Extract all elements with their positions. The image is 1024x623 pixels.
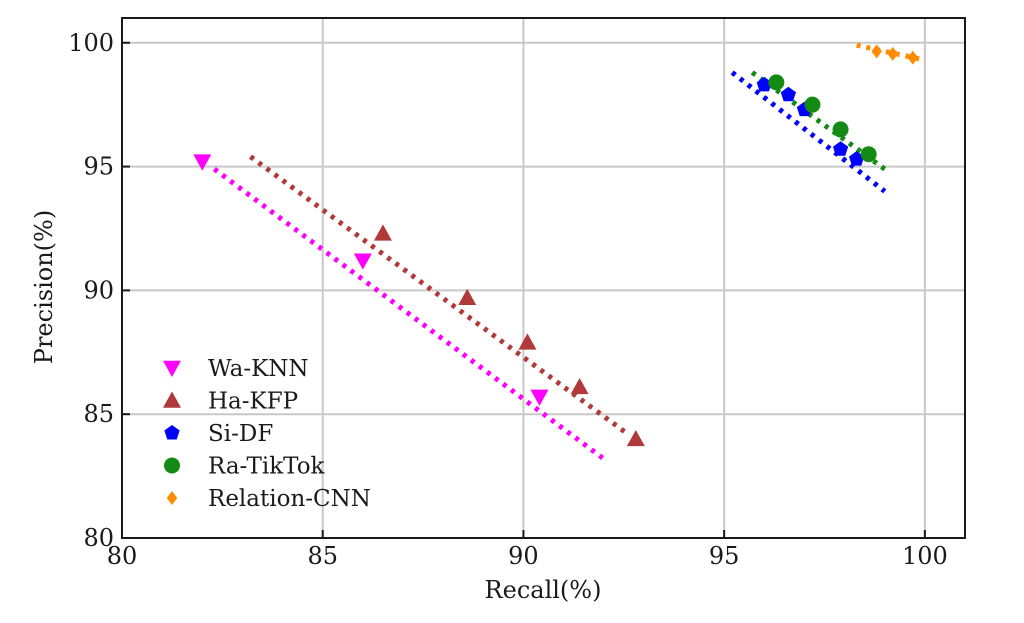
legend-marker-si-df [164, 425, 180, 440]
y-tick-label: 95 [83, 153, 114, 181]
wa-knn-point [530, 389, 549, 406]
x-tick-label: 100 [902, 542, 948, 570]
legend-label-si-df: Si-DF [208, 421, 273, 447]
si-df-trend-line [730, 70, 887, 194]
wa-knn-trend-line [212, 167, 606, 461]
si-df-point [832, 141, 849, 156]
wa-knn-point [193, 154, 212, 171]
y-tick-label: 80 [83, 524, 114, 552]
y-tick-label: 100 [68, 29, 114, 57]
x-tick-label: 95 [709, 542, 740, 570]
ra-tiktok-point [860, 146, 877, 163]
legend-label-ra-tiktok: Ra-TikTok [208, 454, 326, 480]
ra-tiktok-point [804, 96, 821, 113]
legend-marker-relation-cnn [166, 491, 178, 505]
ha-kfp-point [570, 377, 589, 395]
legend-marker-wa-knn [163, 360, 181, 377]
legend-label-wa-knn: Wa-KNN [208, 356, 309, 382]
si-df-point [849, 151, 865, 166]
legend: Wa-KNN Ha-KFP Si-DF Ra-TikTok Relation-CNN [163, 356, 371, 512]
si-df-point [756, 76, 772, 92]
wa-knn-point [353, 253, 372, 270]
y-axis-label: Precision(%) [30, 210, 58, 364]
ha-kfp-point [626, 429, 645, 447]
legend-marker-ha-kfp [163, 391, 181, 408]
ra-tiktok-trend-line [750, 70, 887, 172]
legend-marker-ra-tiktok [164, 457, 180, 474]
legend-label-relation-cnn: Relation-CNN [208, 486, 371, 512]
y-tick-label: 90 [83, 276, 114, 304]
x-tick-label: 90 [508, 542, 539, 570]
ha-kfp-point [518, 333, 537, 350]
data-points [193, 44, 919, 447]
plot-frame [121, 17, 966, 539]
relation-cnn-point [887, 46, 898, 61]
axis-ticks: 80 85 90 95 100 80 85 90 95 100 [68, 29, 948, 570]
relation-cnn-point [907, 50, 919, 65]
relation-cnn-point [871, 44, 882, 59]
x-axis-label: Recall(%) [485, 576, 602, 604]
ha-kfp-trend-line [248, 154, 630, 437]
si-df-point [780, 86, 796, 102]
x-tick-label: 85 [307, 542, 338, 570]
ra-tiktok-point [832, 121, 849, 138]
trend-lines [212, 42, 926, 461]
x-tick-label: 80 [107, 542, 138, 570]
legend-label-ha-kfp: Ha-KFP [208, 389, 298, 415]
ha-kfp-point [373, 224, 392, 241]
ha-kfp-point [458, 288, 477, 306]
y-tick-label: 85 [83, 400, 114, 428]
ra-tiktok-point [768, 74, 785, 91]
relation-cnn-trend-line [856, 42, 926, 63]
